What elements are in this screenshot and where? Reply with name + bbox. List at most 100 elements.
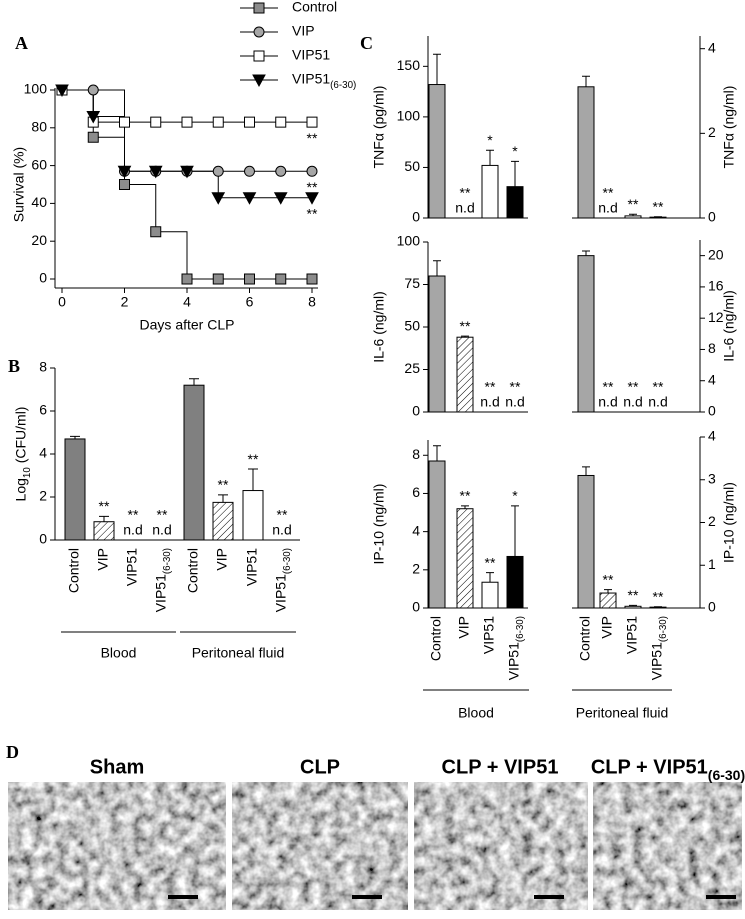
y-tick-label: 8 (412, 446, 420, 462)
significance: ** (99, 498, 110, 514)
legend-label: VIP (292, 23, 315, 39)
bar (599, 592, 617, 609)
y-tick-label: 4 (708, 428, 716, 444)
image-title: Sham (90, 756, 144, 778)
scale-bar (168, 895, 198, 899)
error-bar (433, 445, 441, 461)
y-axis-label: Survival (%) (11, 147, 27, 222)
significance: ** (485, 379, 496, 395)
significance: ** (460, 185, 471, 201)
significance: ** (603, 571, 614, 587)
marker (180, 165, 194, 179)
panel-letter: D (6, 742, 19, 762)
bar (577, 474, 595, 609)
y-tick-label: 40 (31, 194, 47, 210)
y-tick-label: 0 (39, 531, 47, 547)
bar (649, 216, 667, 219)
error-bar (629, 213, 637, 216)
y-tick-label: 3 (708, 470, 716, 486)
panel-letter: B (8, 356, 20, 376)
error-bar (629, 604, 637, 607)
y-tick-label: 4 (708, 39, 716, 55)
bar (64, 438, 86, 541)
x-axis-label: Days after CLP (140, 317, 235, 333)
marker (55, 84, 69, 98)
series-line (62, 89, 312, 172)
bar (428, 84, 446, 219)
x-tick-label: 8 (308, 294, 316, 310)
note: n.d (598, 200, 617, 216)
y-tick-label: 50 (404, 318, 420, 334)
significance: * (512, 488, 518, 504)
significance: ** (307, 205, 318, 221)
error-bar (218, 494, 228, 503)
bar (624, 215, 642, 219)
x-tick-label: Control (577, 616, 593, 661)
x-tick-label: VIP51 (244, 548, 260, 586)
y-tick-label: 25 (404, 360, 420, 376)
note: n.d (648, 394, 667, 410)
y-tick-label: 6 (39, 402, 47, 418)
y-tick-label: 150 (397, 57, 421, 73)
y-tick-label: 20 (31, 232, 47, 248)
bar (481, 581, 499, 609)
marker (273, 192, 288, 205)
y-tick-label: 4 (412, 522, 420, 538)
y-tick-label: 4 (708, 371, 716, 387)
panel-letter: C (360, 33, 373, 53)
note: n.d (623, 394, 642, 410)
significance: ** (277, 507, 288, 523)
bar (624, 605, 642, 609)
legend-marker (253, 2, 265, 14)
image-title: CLP + VIP51 (442, 756, 559, 778)
legend-label: VIP51(6-30) (292, 71, 356, 91)
y-tick-label: 6 (412, 484, 420, 500)
error-bar (582, 466, 590, 476)
group-label: Blood (101, 645, 137, 661)
y-tick-label: 0 (708, 599, 716, 615)
legend-marker (253, 26, 265, 38)
scale-bar (352, 895, 382, 899)
bar (212, 501, 234, 541)
y-tick-label: 8 (39, 359, 47, 375)
marker (87, 131, 99, 143)
panel-letter: A (15, 33, 28, 53)
error-bar (248, 468, 258, 491)
x-tick-label: Control (428, 616, 444, 661)
series-line (62, 89, 312, 199)
x-tick-label: Control (185, 548, 201, 593)
error-bar (511, 160, 519, 187)
error-bar (461, 505, 469, 509)
marker (275, 165, 287, 177)
x-tick-label: 4 (183, 294, 191, 310)
bar (93, 521, 115, 541)
y-tick-label: 100 (397, 233, 421, 249)
marker (117, 165, 132, 179)
significance: ** (157, 507, 168, 523)
error-bar (433, 260, 441, 276)
y-tick-label: 0 (412, 599, 420, 615)
x-tick-label: VIP51(6-30) (153, 548, 173, 612)
significance: ** (653, 198, 664, 214)
marker (306, 116, 318, 128)
error-bar (486, 149, 494, 166)
marker (181, 273, 193, 285)
significance: ** (460, 488, 471, 504)
bar (428, 275, 446, 413)
y-tick-label: 2 (708, 124, 716, 140)
micrograph (8, 782, 226, 910)
significance: ** (307, 130, 318, 146)
y-tick-label: 2 (39, 488, 47, 504)
scale-bar (706, 895, 736, 899)
y-axis-label: IP-10 (ng/ml) (721, 482, 737, 563)
micrograph (593, 782, 742, 910)
y-axis-label: IL-6 (ng/ml) (371, 291, 387, 363)
y-tick-label: 12 (708, 309, 724, 325)
significance: ** (128, 507, 139, 523)
marker (119, 179, 130, 190)
x-tick-label: VIP51 (624, 616, 640, 654)
micrograph (232, 782, 408, 910)
bar (649, 606, 667, 609)
panel-d: D Sham CLP CLP + VIP51 CLP + VIP51(6-30) (6, 742, 745, 910)
y-tick-label: 16 (708, 278, 724, 294)
